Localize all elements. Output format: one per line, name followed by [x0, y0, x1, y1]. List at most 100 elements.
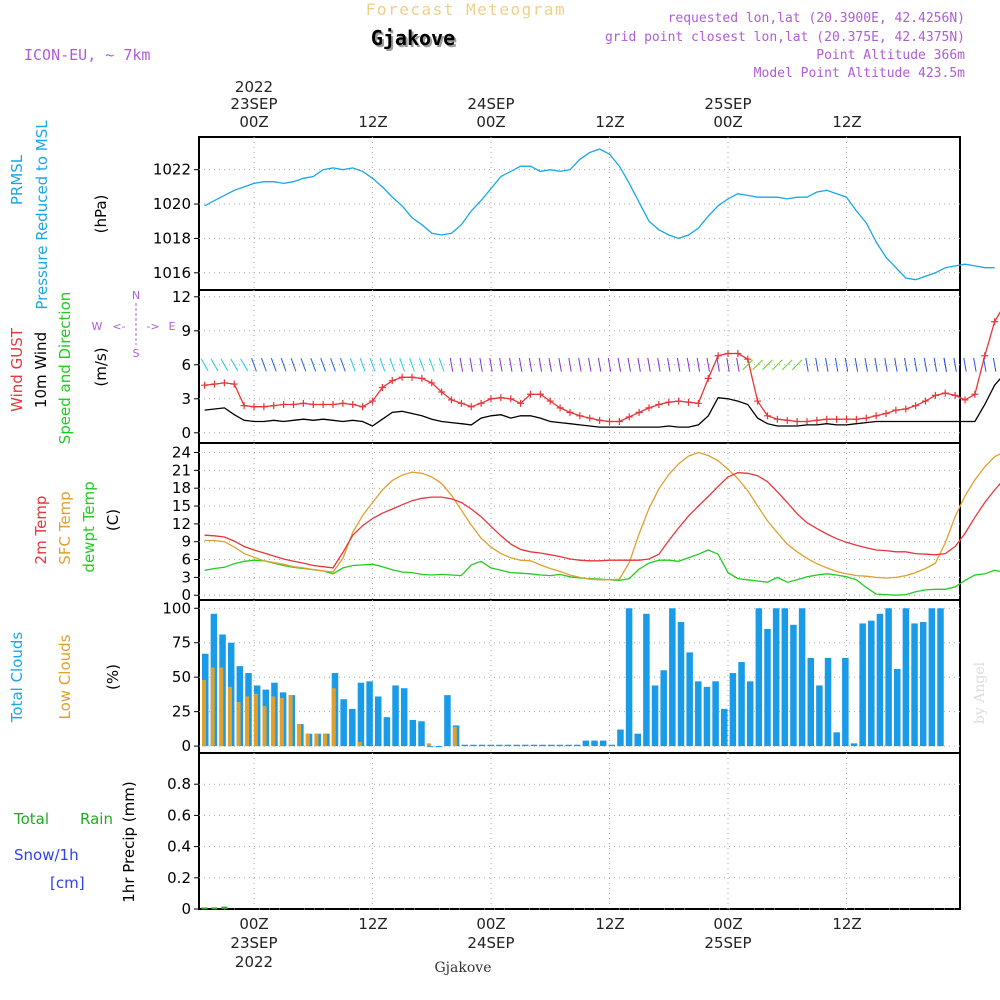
gust-marker [566, 408, 574, 416]
gust-marker [280, 400, 288, 408]
total-cloud-bar [738, 662, 745, 747]
gust-marker [793, 417, 801, 425]
total-cloud-bar [366, 681, 373, 747]
cloud-unit: (%) [104, 664, 122, 690]
total-cloud-bar [660, 670, 667, 747]
gust-marker [862, 414, 870, 422]
gust-marker [951, 391, 959, 399]
total-cloud-bar [781, 608, 789, 747]
precip-bar [211, 907, 218, 910]
compass-north: N [132, 289, 140, 302]
gust-marker [823, 415, 831, 423]
gust-marker [487, 395, 495, 403]
total-cloud-bar [876, 613, 884, 747]
bottom-date-2: 24SEP [467, 934, 514, 952]
temp-ytick-label-4: 12 [172, 515, 191, 533]
total-cloud-bar [634, 733, 641, 747]
low-cloud-bar [210, 667, 215, 747]
gust-marker [448, 396, 455, 404]
cloud-ytick-label-2: 50 [172, 668, 191, 686]
gust-marker [645, 404, 653, 412]
pressure-label-2: Pressure Reduced to MSL [33, 120, 51, 310]
wind-10m-line [204, 378, 1000, 428]
total-cloud-bar [513, 744, 520, 747]
wind-direction-arrow [854, 357, 859, 372]
temp-dew-label: dewpt Temp [80, 481, 98, 572]
gust-marker [319, 400, 327, 408]
gust-marker [477, 399, 485, 407]
total-cloud-bar [937, 608, 944, 747]
compass-south: S [133, 347, 140, 360]
gust-marker [852, 415, 860, 423]
wind-direction-arrow [597, 357, 602, 372]
wind-direction-arrow [834, 357, 839, 372]
gust-marker [428, 379, 436, 387]
wind-direction-arrow [696, 357, 701, 372]
temp-sfc-label: SFC Temp [56, 491, 74, 564]
gust-marker [467, 403, 475, 411]
wind-labels: Wind GUST 10m Wind Speed and Direction (… [8, 292, 110, 445]
total-cloud-bar [807, 657, 814, 747]
total-cloud-bar [677, 622, 685, 747]
gust-marker [369, 397, 376, 405]
gust-marker [833, 415, 841, 423]
total-cloud-bar [383, 717, 391, 747]
wind-direction-arrow [844, 357, 849, 372]
gust-marker [299, 399, 307, 407]
wind-direction-arrow [607, 357, 612, 372]
wind-direction-arrow [518, 357, 523, 372]
wind-direction-arrow [588, 357, 592, 372]
wind-direction-arrow [933, 357, 938, 372]
total-cloud-bar [729, 673, 737, 747]
precip-rain-label: Rain [80, 810, 113, 828]
temp-2m-label: 2m Temp [32, 496, 50, 565]
low-cloud-bar [271, 696, 276, 747]
wind-ytick-label-3: 9 [181, 322, 191, 340]
gust-marker [606, 417, 613, 425]
low-cloud-bar [305, 733, 310, 747]
gust-marker [813, 416, 821, 424]
wind-direction-arrow [742, 359, 754, 371]
gust-marker [912, 402, 920, 410]
gust-marker [270, 402, 278, 410]
compass-right-arrow: -> [146, 320, 159, 333]
gust-marker [220, 379, 228, 387]
low-cloud-bar [202, 679, 206, 747]
total-cloud-bar [669, 608, 676, 747]
total-cloud-bar [444, 695, 451, 747]
wind-direction-arrow [240, 358, 249, 372]
gust-marker [754, 397, 762, 405]
top-hour-2: 12Z [358, 113, 387, 131]
gust-marker [961, 396, 969, 404]
total-cloud-bar [919, 622, 927, 747]
total-cloud-bar [746, 681, 754, 747]
temp-ytick-label-3: 9 [181, 533, 191, 551]
total-cloud-bar [608, 744, 616, 747]
grid-point-coords: grid point closest lon,lat (20.375E, 42.… [605, 30, 965, 45]
wind-direction-arrow [538, 357, 543, 372]
pressure-labels: PRMSL Pressure Reduced to MSL (hPa) [8, 120, 110, 310]
total-cloud-bar [911, 623, 918, 747]
precip-snow-label: Snow/1h [14, 846, 79, 864]
total-cloud-bar [582, 740, 590, 747]
wind-direction-arrow [762, 359, 773, 371]
wind-direction-arrow [419, 358, 425, 372]
wind-direction-arrow [815, 357, 819, 372]
precip-ytick-label-3: 0.6 [167, 806, 191, 824]
low-cloud-bar [279, 697, 284, 747]
temp-ytick-label-8: 24 [172, 444, 191, 462]
total-cloud-bar [599, 740, 607, 747]
precip-ytick-label-1: 0.2 [167, 869, 191, 887]
gust-marker [517, 399, 525, 407]
gust-marker [507, 395, 515, 403]
wind-direction-arrow [676, 357, 681, 372]
wind-direction-arrow [923, 357, 928, 372]
total-cloud-bar [573, 744, 581, 747]
low-cloud-bar [426, 743, 431, 747]
gust-marker [704, 374, 712, 382]
bottom-year: 2022 [235, 953, 273, 971]
gust-marker [211, 380, 218, 388]
chart-subtitle: Forecast Meteogram [366, 0, 566, 19]
total-cloud-bar [625, 608, 633, 747]
